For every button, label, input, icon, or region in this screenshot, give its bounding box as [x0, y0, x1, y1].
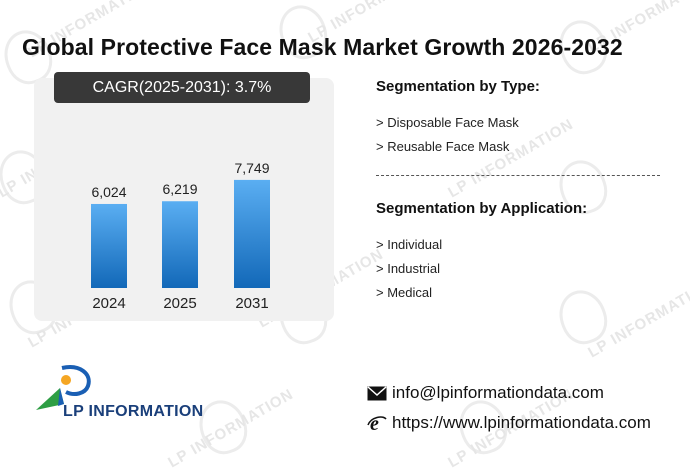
page-title: Global Protective Face Mask Market Growt…: [22, 34, 623, 60]
type-item: > Reusable Face Mask: [376, 139, 510, 154]
application-item: > Industrial: [376, 261, 440, 276]
svg-text:e: e: [370, 413, 379, 433]
watermark-text: LP INFORMATION: [165, 385, 297, 471]
x-tick-label: 2031: [235, 295, 268, 312]
section-divider: [376, 175, 660, 176]
email-address[interactable]: info@lpinformationdata.com: [392, 383, 604, 402]
bar-value-label: 6,024: [91, 184, 126, 200]
type-item: > Disposable Face Mask: [376, 115, 519, 130]
logo-text: LP INFORMATION: [63, 403, 204, 420]
x-tick-label: 2025: [163, 295, 196, 312]
cagr-badge: CAGR(2025-2031): 3.7%: [54, 72, 310, 103]
application-item: > Medical: [376, 285, 432, 300]
application-item: > Individual: [376, 237, 443, 252]
application-segmentation-heading: Segmentation by Application:: [376, 200, 588, 217]
lp-information-logo-icon: [36, 365, 91, 410]
bar-value-label: 6,219: [162, 181, 197, 197]
type-segmentation-heading: Segmentation by Type:: [376, 78, 540, 95]
bar-2025: [162, 201, 198, 288]
website-row: e https://www.lpinformationdata.com: [366, 413, 651, 433]
x-tick-label: 2024: [92, 295, 125, 312]
bar-value-label: 7,749: [234, 160, 269, 176]
internet-explorer-icon: e: [366, 413, 388, 433]
email-row: info@lpinformationdata.com: [366, 383, 604, 403]
website-url[interactable]: https://www.lpinformationdata.com: [392, 413, 651, 432]
bar-2031: [234, 179, 270, 288]
bar-chart: 6,024 2024 6,219 2025 7,749 2031: [91, 160, 270, 312]
bar-2024: [91, 203, 127, 288]
envelope-icon: [366, 383, 388, 403]
